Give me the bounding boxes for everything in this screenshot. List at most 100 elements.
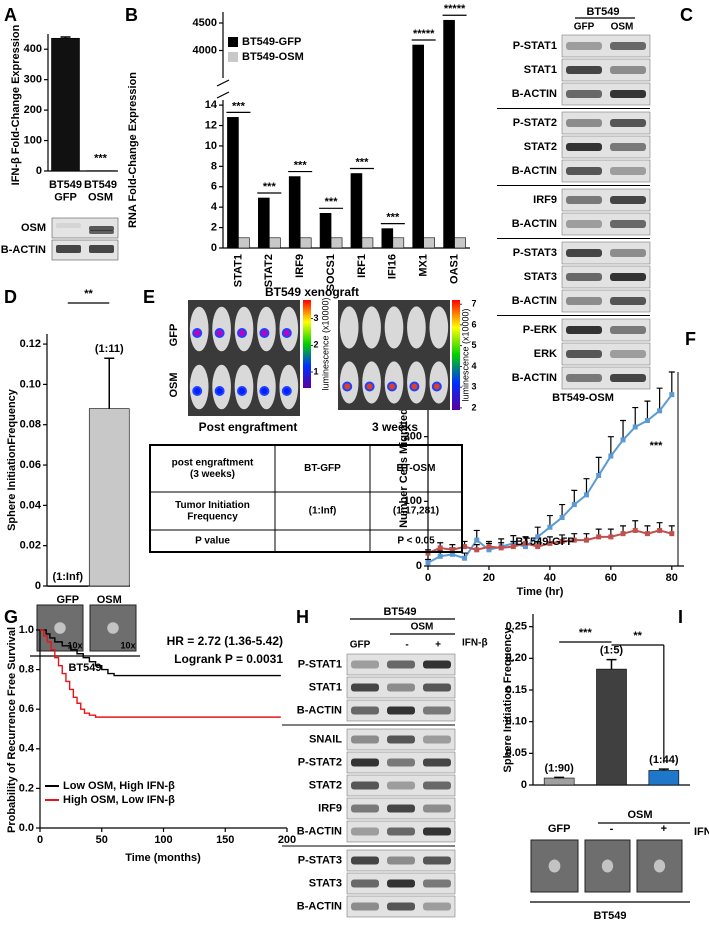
error-bar: [595, 456, 602, 476]
blot-label: P-STAT1: [513, 40, 557, 52]
blot-band: [351, 902, 379, 911]
blot-row: [561, 82, 651, 106]
blot-band: [566, 196, 602, 204]
bar: [596, 668, 627, 786]
blot-band: [610, 374, 646, 382]
marker: [596, 472, 602, 478]
x-tick-label: IFI16: [387, 254, 399, 279]
series-label: BT549-OSM: [552, 392, 614, 404]
value-label: (1:Inf): [52, 571, 83, 583]
x-tick-label: IRF1: [356, 254, 368, 278]
error-bar: [658, 768, 669, 771]
x-tick-label: 100: [154, 834, 172, 846]
colorbar-tick-label: 2: [471, 402, 476, 412]
mouse: [407, 306, 426, 349]
blot-band: [566, 350, 602, 358]
marker: [535, 544, 541, 550]
bar: [392, 237, 405, 249]
blot-band: [610, 143, 646, 151]
blot-band: [423, 683, 451, 692]
y-tick-label: 0.02: [20, 540, 41, 552]
marker: [486, 547, 492, 553]
x-tick-label: OSM: [97, 594, 122, 606]
bar: [51, 37, 80, 172]
table-cell: Tumor Initiation Frequency: [175, 500, 250, 523]
table-cell: (1:Inf): [309, 506, 337, 517]
y-tick-label: 0: [416, 560, 422, 572]
panel-label: B: [125, 5, 138, 25]
colorbar-tick-label: 4: [471, 361, 476, 371]
legend-label: High OSM, Low IFN-β: [63, 794, 175, 806]
y-tick-label: 0.06: [20, 459, 41, 471]
error-bar: [583, 478, 590, 495]
legend-swatch: [228, 52, 238, 62]
y-tick-label: 0.05: [506, 747, 527, 759]
treatment-label: IFN-β: [694, 826, 709, 838]
panel-label: F: [685, 329, 696, 349]
error-bar: [668, 371, 675, 395]
lane-label: -: [405, 640, 408, 651]
significance: ***: [386, 212, 400, 224]
blot-label: B-ACTIN: [512, 88, 557, 100]
blot-row: [561, 111, 651, 135]
x-tick-label: 20: [483, 572, 495, 584]
y-tick-label: 100: [404, 495, 422, 507]
luminescence-spot: [342, 381, 353, 392]
bar: [299, 237, 312, 249]
error-bar: [607, 436, 614, 457]
marker: [657, 408, 663, 414]
marker: [535, 534, 541, 540]
blot-band: [566, 249, 602, 257]
blot-row: [346, 849, 456, 872]
blot-band: [351, 758, 379, 767]
significance: ***: [263, 181, 277, 193]
blot-label: B-ACTIN: [512, 295, 557, 307]
marker: [559, 538, 565, 544]
luminescence-spot: [237, 386, 247, 396]
marker: [596, 534, 602, 540]
significance: ***: [650, 440, 664, 452]
bar: [361, 237, 374, 249]
blot-band: [423, 856, 451, 865]
error-bar: [554, 776, 565, 779]
x-tick-label: 50: [96, 834, 108, 846]
legend-label: BT549-OSM: [242, 51, 304, 63]
x-tick-label: IRF9: [294, 254, 306, 278]
blot-row: [561, 289, 651, 313]
row-label: OSM: [168, 372, 180, 397]
blot-band: [610, 167, 646, 175]
marker: [425, 550, 431, 556]
marker: [657, 527, 663, 533]
annotation: HR = 2.72 (1.36-5.42): [167, 634, 283, 648]
mouse: [384, 306, 404, 349]
mouse: [429, 306, 449, 349]
blot-band: [351, 781, 379, 790]
blot-band: [566, 90, 602, 98]
table-cell: BT-GFP: [304, 463, 341, 474]
panel-label: H: [296, 607, 309, 627]
marker: [437, 545, 443, 551]
colorbar-label: luminescence (x10000): [320, 297, 330, 390]
y-tick-label: 8: [211, 160, 217, 172]
legend-label: Low OSM, High IFN-β: [63, 780, 175, 792]
y-tick-label: 0.10: [506, 716, 527, 728]
blot-band: [610, 249, 646, 257]
cell-line: BT549: [68, 662, 101, 674]
blot-band: [387, 660, 415, 669]
treatment-label: IFN-β: [462, 638, 488, 649]
lane-label: GFP: [574, 22, 595, 33]
error-bar: [632, 406, 639, 427]
luminescence-spot: [409, 381, 420, 392]
x-tick-label: 0: [425, 572, 431, 584]
blot-band: [566, 326, 602, 334]
blot-label: SNAIL: [309, 733, 342, 745]
panel-label: G: [4, 607, 18, 627]
y-axis-title: Number Cells Migrated: [398, 408, 410, 528]
blot-label: P-ERK: [523, 324, 557, 336]
axis-break: [216, 79, 230, 87]
x-tick-label: SOCS1: [325, 254, 337, 291]
bar: [88, 408, 130, 587]
marker: [644, 418, 650, 423]
marker: [523, 540, 529, 546]
marker: [632, 527, 638, 533]
